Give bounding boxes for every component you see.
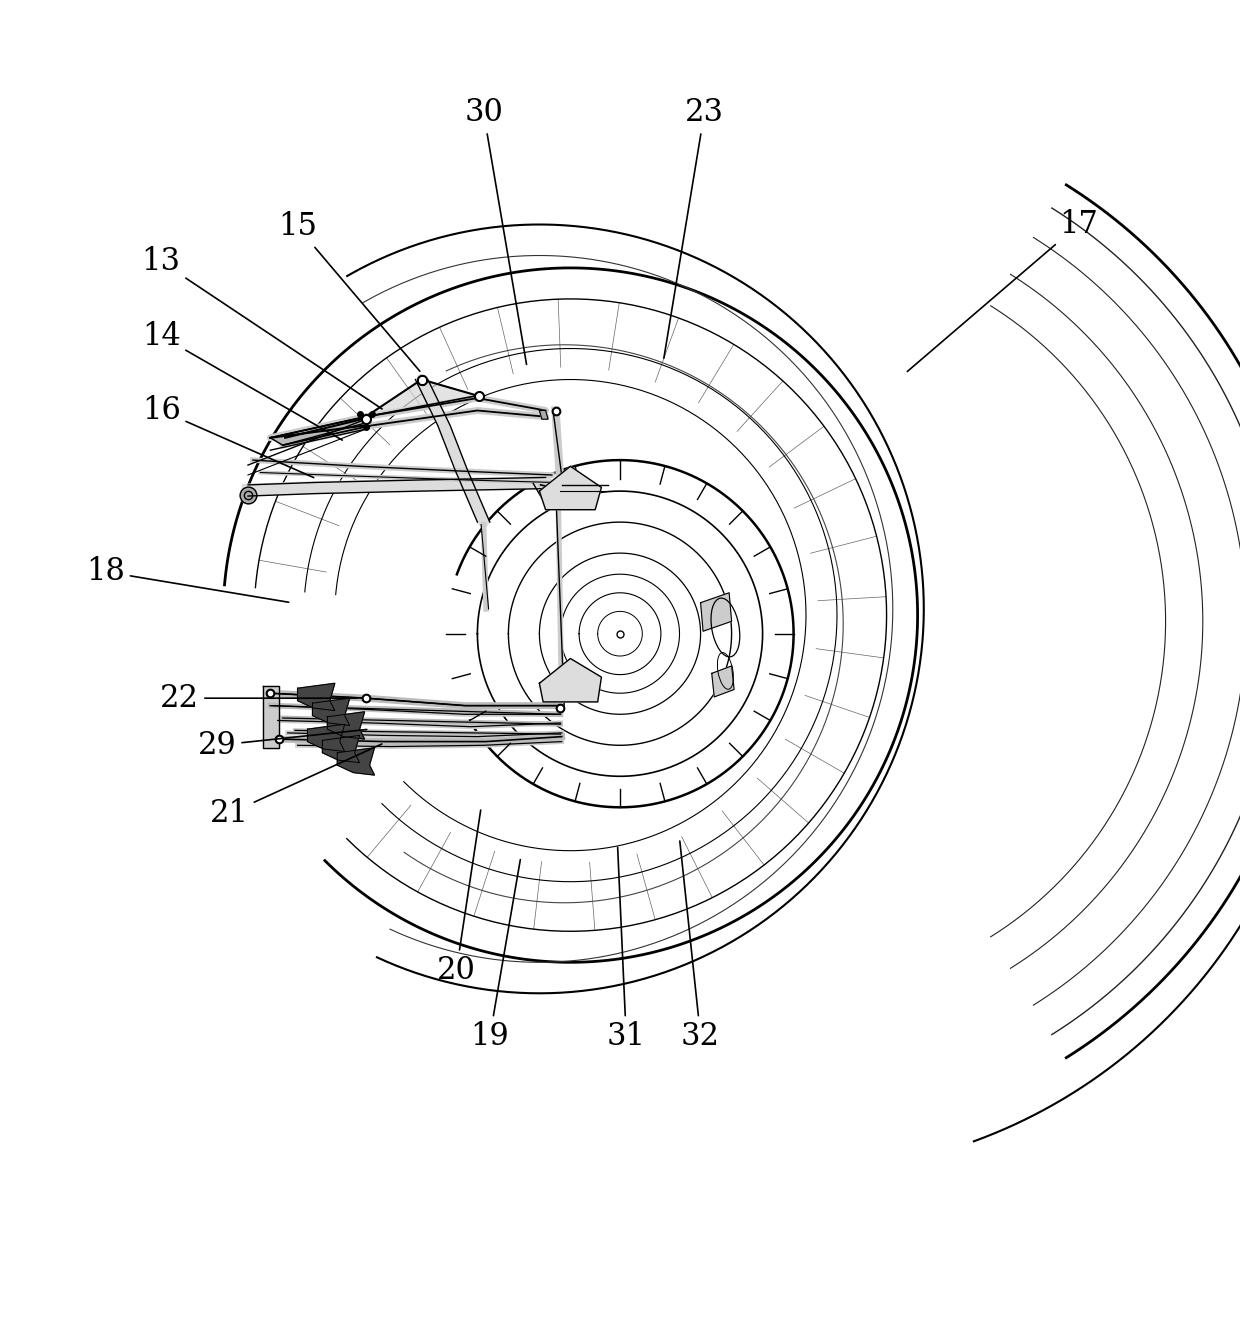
Text: 17: 17 [908,209,1099,371]
Text: 30: 30 [464,97,527,365]
Text: 20: 20 [436,810,481,986]
Text: 14: 14 [141,320,342,440]
Text: 32: 32 [680,842,720,1052]
Polygon shape [539,411,548,419]
Polygon shape [539,658,601,702]
Polygon shape [327,711,365,739]
Polygon shape [366,379,477,416]
Text: 16: 16 [141,395,314,478]
Polygon shape [701,593,732,631]
Text: 22: 22 [160,682,357,714]
Text: 19: 19 [470,860,521,1052]
Polygon shape [712,666,734,697]
Text: 13: 13 [141,246,382,410]
Text: 31: 31 [606,847,646,1052]
Polygon shape [322,735,360,763]
Polygon shape [298,684,335,711]
Polygon shape [263,686,279,748]
Polygon shape [539,466,601,510]
Text: 29: 29 [197,730,367,761]
Text: 21: 21 [210,744,382,828]
Polygon shape [337,748,374,776]
Polygon shape [308,724,345,752]
Polygon shape [270,416,366,445]
Text: 23: 23 [663,97,724,358]
Text: 15: 15 [278,212,420,371]
Text: 18: 18 [86,556,289,602]
Polygon shape [312,698,350,726]
